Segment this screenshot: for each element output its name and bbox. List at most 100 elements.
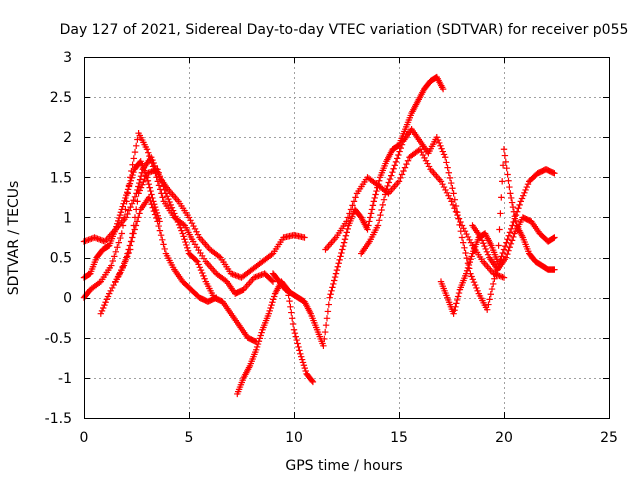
data-point-interp [508, 237, 516, 244]
data-point-interp [253, 343, 261, 351]
y-tick-label: -1.5 [45, 411, 72, 427]
data-point-interp [488, 285, 496, 293]
data-point-interp [190, 222, 197, 230]
data-point-interp [438, 145, 445, 152]
data-point-interp [160, 183, 167, 190]
data-point-interp [163, 193, 171, 200]
data-point-interp [454, 293, 462, 300]
data-point [120, 262, 128, 269]
data-point-interp [511, 213, 518, 220]
data-point-interp [371, 194, 378, 202]
data-point-interp [328, 287, 335, 294]
data-point-interp [367, 214, 374, 221]
data-point-interp [167, 201, 174, 209]
data-point-interp [439, 181, 446, 188]
data-point-interp [380, 196, 388, 203]
y-tick-label: 0 [63, 291, 72, 307]
data-point-interp [505, 232, 512, 239]
data-point-interp [180, 233, 187, 240]
data-point-interp [289, 315, 296, 322]
data-point-interp [463, 254, 470, 262]
data-point-interp [505, 177, 512, 184]
plot-border [84, 57, 610, 419]
data-point-interp [124, 189, 131, 196]
data-point-interp [478, 237, 486, 244]
data-point-interp [341, 236, 349, 243]
data-point-interp [482, 245, 489, 253]
series-track-11 [80, 158, 163, 281]
data-point-interp [340, 242, 347, 250]
data-point-interp [115, 217, 122, 225]
data-point [448, 198, 455, 205]
data-point-interp [443, 159, 450, 166]
data-point [370, 198, 377, 205]
data-point [439, 85, 447, 93]
data-point-interp [501, 152, 509, 159]
y-tick-label: -0.5 [45, 331, 72, 347]
data-point-interp [145, 149, 152, 156]
data-point-interp [446, 174, 454, 182]
data-point-interp [390, 165, 397, 172]
data-point-interp [419, 151, 427, 159]
data-point-interp [503, 164, 510, 172]
data-point-interp [256, 335, 263, 342]
data-point-interp [119, 222, 127, 229]
data-point-interp [461, 244, 468, 252]
data-point [309, 378, 317, 386]
data-point-interp [254, 340, 262, 348]
data-point-interp [140, 178, 147, 186]
data-point-interp [161, 245, 168, 253]
data-point-interp [400, 167, 407, 175]
data-point-interp [376, 217, 383, 224]
data-point-interp [464, 264, 472, 272]
data-point-interp [293, 336, 300, 344]
data-point-interp [352, 194, 359, 201]
data-point-interp [404, 157, 412, 164]
data-point-interp [147, 187, 154, 195]
data-point-interp [144, 177, 152, 184]
data-point-interp [121, 197, 128, 205]
data-point-interp [389, 168, 396, 176]
data-point-interp [506, 229, 514, 236]
data-point-interp [385, 179, 392, 186]
data-point-interp [506, 183, 513, 191]
data-point [154, 166, 161, 173]
data-point-interp [449, 201, 457, 209]
y-tick-label: 2.5 [50, 90, 72, 106]
data-point [253, 346, 260, 354]
data-point-interp [148, 159, 155, 167]
data-point-interp [454, 209, 461, 216]
data-point [494, 258, 501, 265]
data-point-interp [268, 301, 275, 309]
data-points-layer [80, 73, 558, 398]
data-point-interp [425, 163, 433, 170]
data-point-interp [154, 212, 161, 219]
data-point-interp [177, 224, 184, 231]
data-point [326, 294, 333, 301]
data-point-interp [484, 251, 492, 258]
data-point-interp [157, 232, 165, 239]
data-point-interp [197, 266, 205, 274]
data-point-interp [181, 236, 188, 243]
data-point-interp [215, 253, 223, 260]
series-track-4 [112, 194, 220, 305]
data-point-interp [512, 211, 520, 219]
data-point-interp [271, 293, 278, 300]
data-point-interp [269, 299, 276, 306]
data-point-interp [518, 195, 526, 202]
data-point-interp [308, 377, 316, 384]
data-point-interp [467, 239, 475, 246]
data-point-interp [156, 227, 164, 234]
data-point-interp [153, 209, 161, 217]
data-point [339, 246, 346, 253]
data-point-interp [502, 158, 509, 166]
data-point-interp [129, 161, 136, 168]
data-point-interp [382, 191, 389, 198]
data-point-interp [200, 272, 207, 280]
y-tick-label: 3 [63, 50, 72, 66]
data-point-interp [146, 184, 153, 191]
data-point [450, 190, 457, 197]
data-point-interp [168, 204, 176, 211]
data-point-interp [468, 253, 475, 260]
data-point-interp [455, 215, 462, 222]
